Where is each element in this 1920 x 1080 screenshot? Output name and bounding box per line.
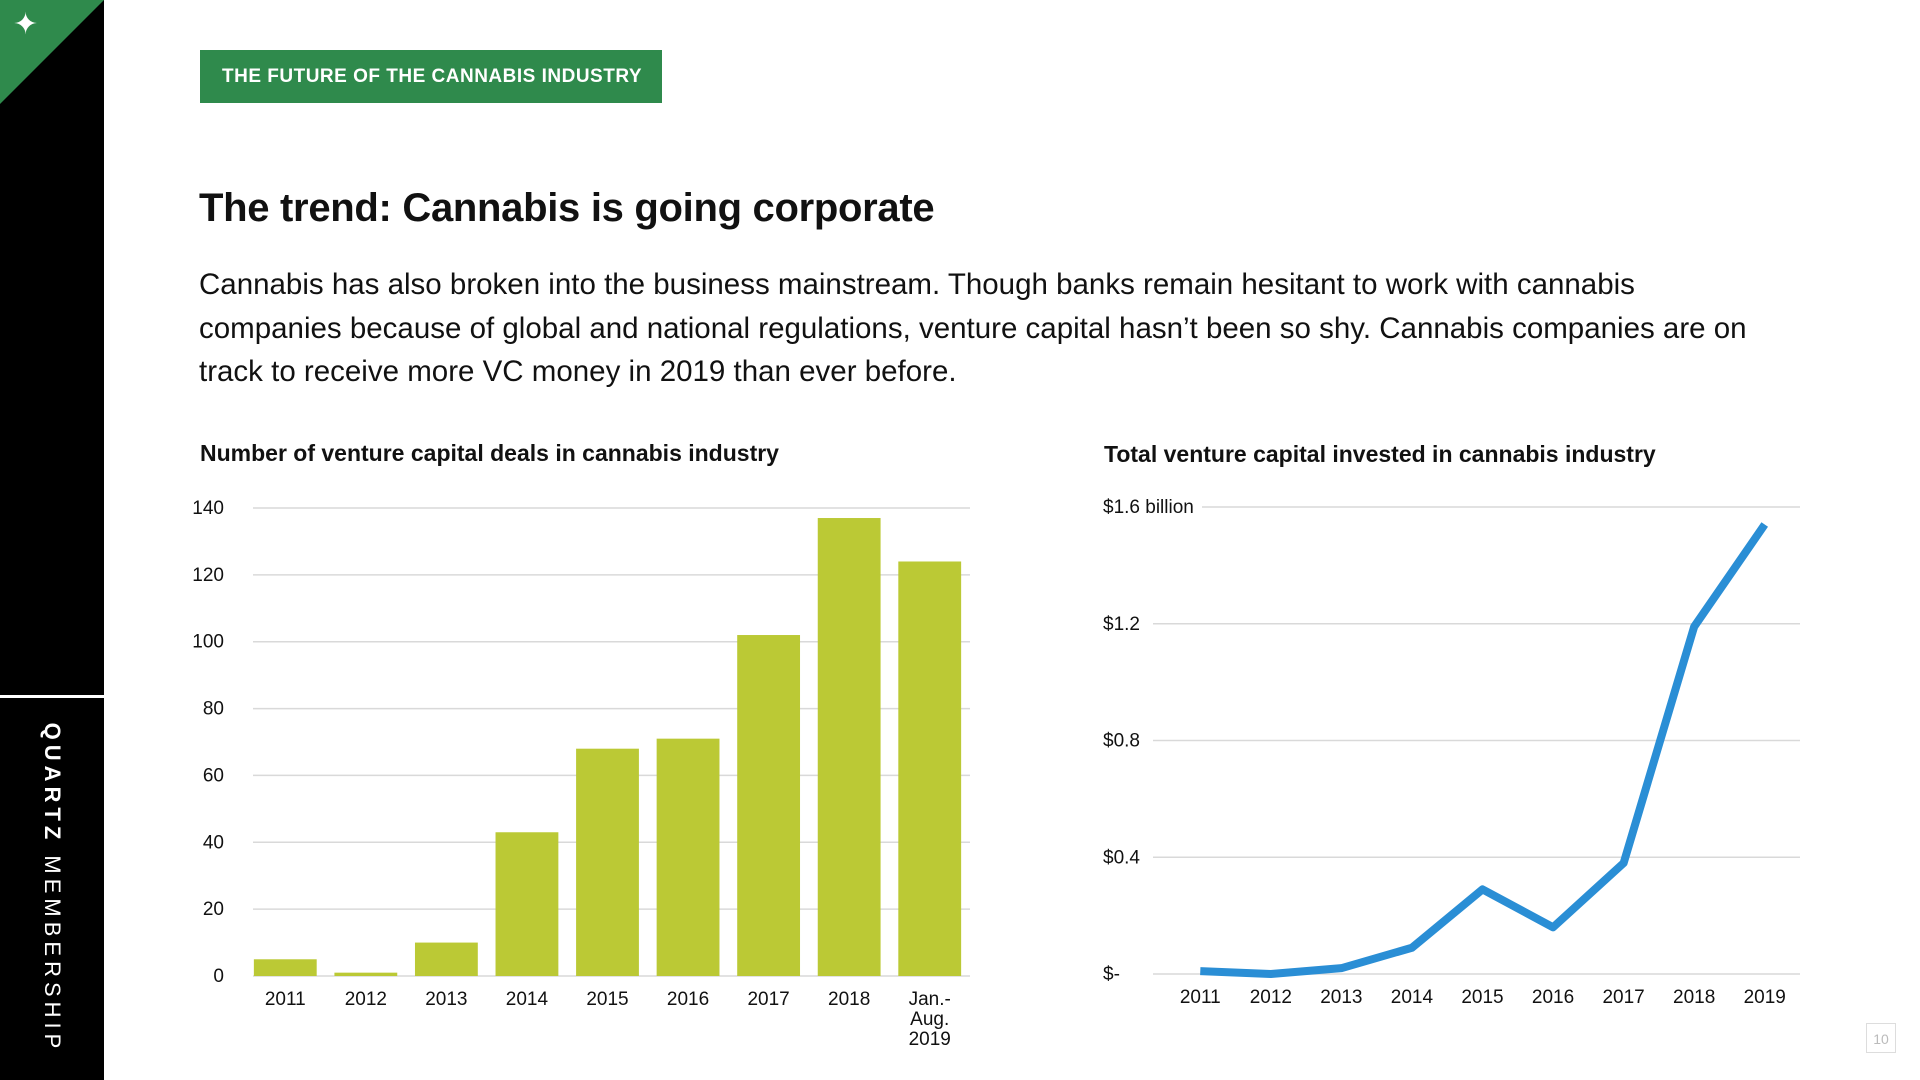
y-tick-label: $-: [1103, 964, 1120, 985]
page-number: 10: [1866, 1023, 1896, 1053]
y-tick-label: 140: [192, 498, 224, 519]
bar: [898, 561, 962, 976]
y-tick-label: $0.4: [1103, 847, 1140, 868]
section-tag: THE FUTURE OF THE CANNABIS INDUSTRY: [200, 50, 662, 103]
x-tick-label: 2017: [747, 989, 789, 1010]
y-tick-label: 100: [192, 632, 224, 653]
brand-name-light: MEMBERSHIP: [40, 855, 65, 1054]
x-tick-label: 2015: [1461, 987, 1503, 1008]
page-title: The trend: Cannabis is going corporate: [199, 186, 935, 230]
sparkle-icon: ✦: [13, 8, 39, 41]
x-tick-label: 2016: [1532, 987, 1574, 1008]
x-tick-label: 2016: [667, 989, 709, 1010]
y-tick-label: $1.6 billion: [1103, 497, 1194, 518]
vc-deals-bar-chart: 0 20 40 60 80 100 120 140 2011 2012 2013 2014 2015 20…: [192, 498, 970, 1050]
bar: [334, 972, 398, 976]
x-tick-label: 2014: [506, 989, 549, 1010]
x-tick-label: 2013: [425, 989, 467, 1010]
bar: [737, 635, 801, 976]
y-tick-label: 0: [213, 966, 224, 987]
y-tick-label: 120: [192, 565, 224, 586]
brand-wordmark: QUARTZ MEMBERSHIP: [39, 723, 65, 1054]
bar: [495, 832, 559, 976]
bar-chart-title: Number of venture capital deals in canna…: [200, 440, 779, 466]
corner-accent: [0, 0, 104, 104]
x-tick-label: 2013: [1320, 987, 1362, 1008]
x-tick-label: 2018: [828, 989, 870, 1010]
bar: [576, 748, 639, 976]
y-tick-label: $0.8: [1103, 731, 1140, 752]
y-tick-label: $1.2: [1103, 614, 1140, 635]
series-line: [1200, 522, 1769, 978]
x-tick-label: 2017: [1602, 987, 1644, 1008]
vc-invested-line-chart: $- $0.4 $0.8 $1.2 $1.6 billion 2011 2012 2013 20…: [1103, 497, 1800, 1008]
y-tick-label: 40: [203, 832, 224, 853]
bar: [414, 942, 478, 976]
line-chart-title: Total venture capital invested in cannab…: [1104, 441, 1656, 467]
sidebar-divider: [0, 695, 104, 698]
bar: [253, 959, 317, 976]
x-tick-label: 2014: [1391, 987, 1434, 1008]
x-tick-label: 2012: [345, 989, 387, 1010]
x-tick-label: 2012: [1250, 987, 1292, 1008]
brand-sidebar: ✦ QUARTZ MEMBERSHIP: [0, 0, 104, 1080]
x-tick-label: Jan.-Aug. 2019: [909, 989, 951, 1050]
x-tick-label: 2011: [1180, 987, 1221, 1008]
x-tick-label: 2011: [265, 989, 306, 1010]
x-tick-label: 2015: [586, 989, 628, 1010]
brand-name-bold: QUARTZ: [40, 722, 65, 845]
y-tick-label: 80: [203, 699, 224, 720]
x-tick-label: 2018: [1673, 987, 1715, 1008]
bar: [817, 518, 881, 976]
x-tick-label: 2019: [1744, 987, 1786, 1008]
body-paragraph: Cannabis has also broken into the busine…: [199, 268, 1747, 388]
bar: [656, 738, 720, 976]
y-tick-label: 60: [203, 765, 224, 786]
y-tick-label: 20: [203, 899, 224, 920]
